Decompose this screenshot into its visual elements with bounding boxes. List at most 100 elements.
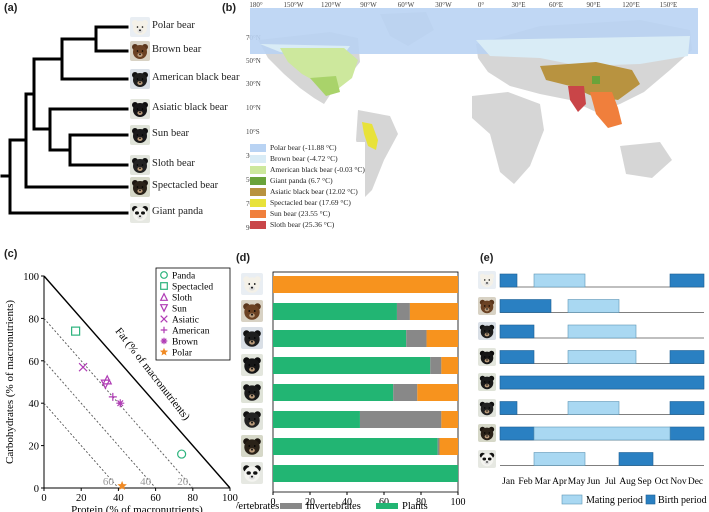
bar-segment [393, 384, 418, 401]
bear-photo-icon [130, 17, 150, 37]
month-label: Mar [535, 477, 552, 487]
species-label: Sun bear [152, 128, 190, 139]
africa-land [472, 92, 544, 184]
species-label: Giant panda [152, 206, 204, 217]
map-legend-item: Spectacled bear (17.69 °C) [250, 197, 365, 208]
bear-photo-icon [478, 271, 496, 289]
x-tick-label: 20 [305, 497, 315, 508]
fat-isoline-label: 40 [140, 476, 152, 488]
month-label: Apr [552, 477, 568, 487]
birth-period-bar [669, 401, 705, 415]
species-ranges [250, 8, 698, 150]
legend-marker [160, 282, 168, 290]
bear-photo-icon [241, 354, 263, 376]
y-tick-label: 100 [23, 272, 39, 283]
sloth-bear-range [568, 86, 586, 112]
legend-swatch [250, 154, 266, 163]
legend-swatch [280, 503, 302, 509]
legend-marker [159, 304, 169, 313]
legend-label: Spectacled [172, 283, 213, 293]
x-axis-label: Protein (% of macronutrients) [71, 504, 203, 512]
legend-label: Vertebrates [236, 501, 279, 512]
x-tick-label: 100 [222, 493, 238, 504]
bar-segment [417, 384, 458, 401]
legend-swatch [376, 503, 398, 509]
legend-marker [160, 337, 168, 345]
legend-label: Sloth [172, 294, 192, 304]
species-label: Spectacled bear [152, 180, 219, 191]
fat-isoline-label: 60 [103, 476, 115, 488]
legend-label: Brown [172, 338, 198, 348]
birth-period-bar [618, 452, 654, 466]
bar-segment [430, 357, 442, 374]
birth-period-bar [669, 426, 705, 441]
latitude-tick: 10°N [246, 104, 261, 112]
bar-segment [359, 411, 442, 428]
legend-swatch [250, 165, 266, 174]
legend-label: Polar [172, 349, 193, 359]
asiatic-black-bear-range [540, 62, 640, 100]
birth-period-bar [499, 299, 552, 313]
x-tick-label: 0 [41, 493, 46, 504]
branch [68, 133, 129, 167]
panel-label-c: (c) [4, 248, 18, 260]
longitude-tick: 60°E [549, 1, 563, 9]
australia-land [620, 142, 672, 178]
bar-segment [273, 276, 458, 293]
american-black-bear-range [280, 48, 358, 92]
bar-segment [273, 330, 407, 347]
longitude-tick: 60°W [398, 1, 415, 9]
phylogenetic-tree [0, 25, 129, 215]
scatter-point [177, 449, 187, 459]
scatter-point [71, 326, 81, 336]
branch [32, 57, 64, 131]
y-tick-label: 60 [29, 357, 40, 368]
branch [48, 107, 129, 152]
x-tick-label: 40 [113, 493, 124, 504]
legend-swatch [645, 494, 656, 505]
bear-photo-icon [130, 203, 150, 223]
map-legend-item: American black bear (-0.03 °C) [250, 164, 365, 175]
bear-photo-icon [478, 347, 496, 366]
mating-period-bar [567, 401, 620, 415]
bear-photo-icon [241, 300, 263, 322]
bear-photo-icon [241, 462, 263, 484]
longitude-tick: 30°E [511, 1, 525, 9]
macronutrient-scatter: 20 40 60 0 20 40 60 80 100 0 20 40 60 80 100 Protein (%… [4, 267, 238, 512]
scatter-point [117, 480, 127, 490]
bear-photo-icon [478, 322, 496, 340]
species-label: Sloth bear [152, 158, 195, 169]
month-label: Jun [587, 477, 600, 487]
birth-period-bar [499, 426, 535, 441]
bear-photo-icon [478, 398, 496, 417]
legend-label: Panda [172, 272, 196, 282]
species-label: Asiatic black bear [152, 102, 228, 113]
bear-photo-icon [130, 155, 150, 175]
bear-photo-icon [130, 41, 150, 61]
legend-label: Polar bear (-11.88 °C) [270, 143, 337, 152]
longitude-tick: 180° [249, 1, 263, 9]
legend-label: Mating period [586, 495, 643, 506]
legend-swatch [250, 198, 266, 207]
y-axis-label: Carbohydrates (% of macronutrients) [4, 300, 16, 464]
mating-period-bar [567, 324, 637, 339]
bar-segment [441, 411, 458, 428]
map-legend-item: Sloth bear (25.36 °C) [250, 219, 365, 230]
bar-segment [439, 438, 458, 455]
mating-period-bar [533, 426, 671, 441]
x-tick-label: 40 [342, 497, 352, 508]
legend-label: Sun bear (23.55 °C) [270, 209, 331, 218]
panel-label-e: (e) [480, 252, 494, 264]
bar-segment [273, 357, 431, 374]
bear-photo-icon [478, 449, 496, 468]
fat-isoline-label: 20 [177, 476, 189, 488]
birth-period-bar [499, 401, 518, 415]
sun-bear-range [590, 92, 622, 128]
mating-period-bar [533, 452, 586, 466]
scatter-point [116, 399, 125, 408]
month-label: Feb [518, 477, 533, 487]
mating-period-bar [533, 273, 586, 288]
birth-period-bar [669, 273, 705, 288]
bar-segment [273, 465, 458, 482]
fat-isoline [43, 402, 119, 489]
